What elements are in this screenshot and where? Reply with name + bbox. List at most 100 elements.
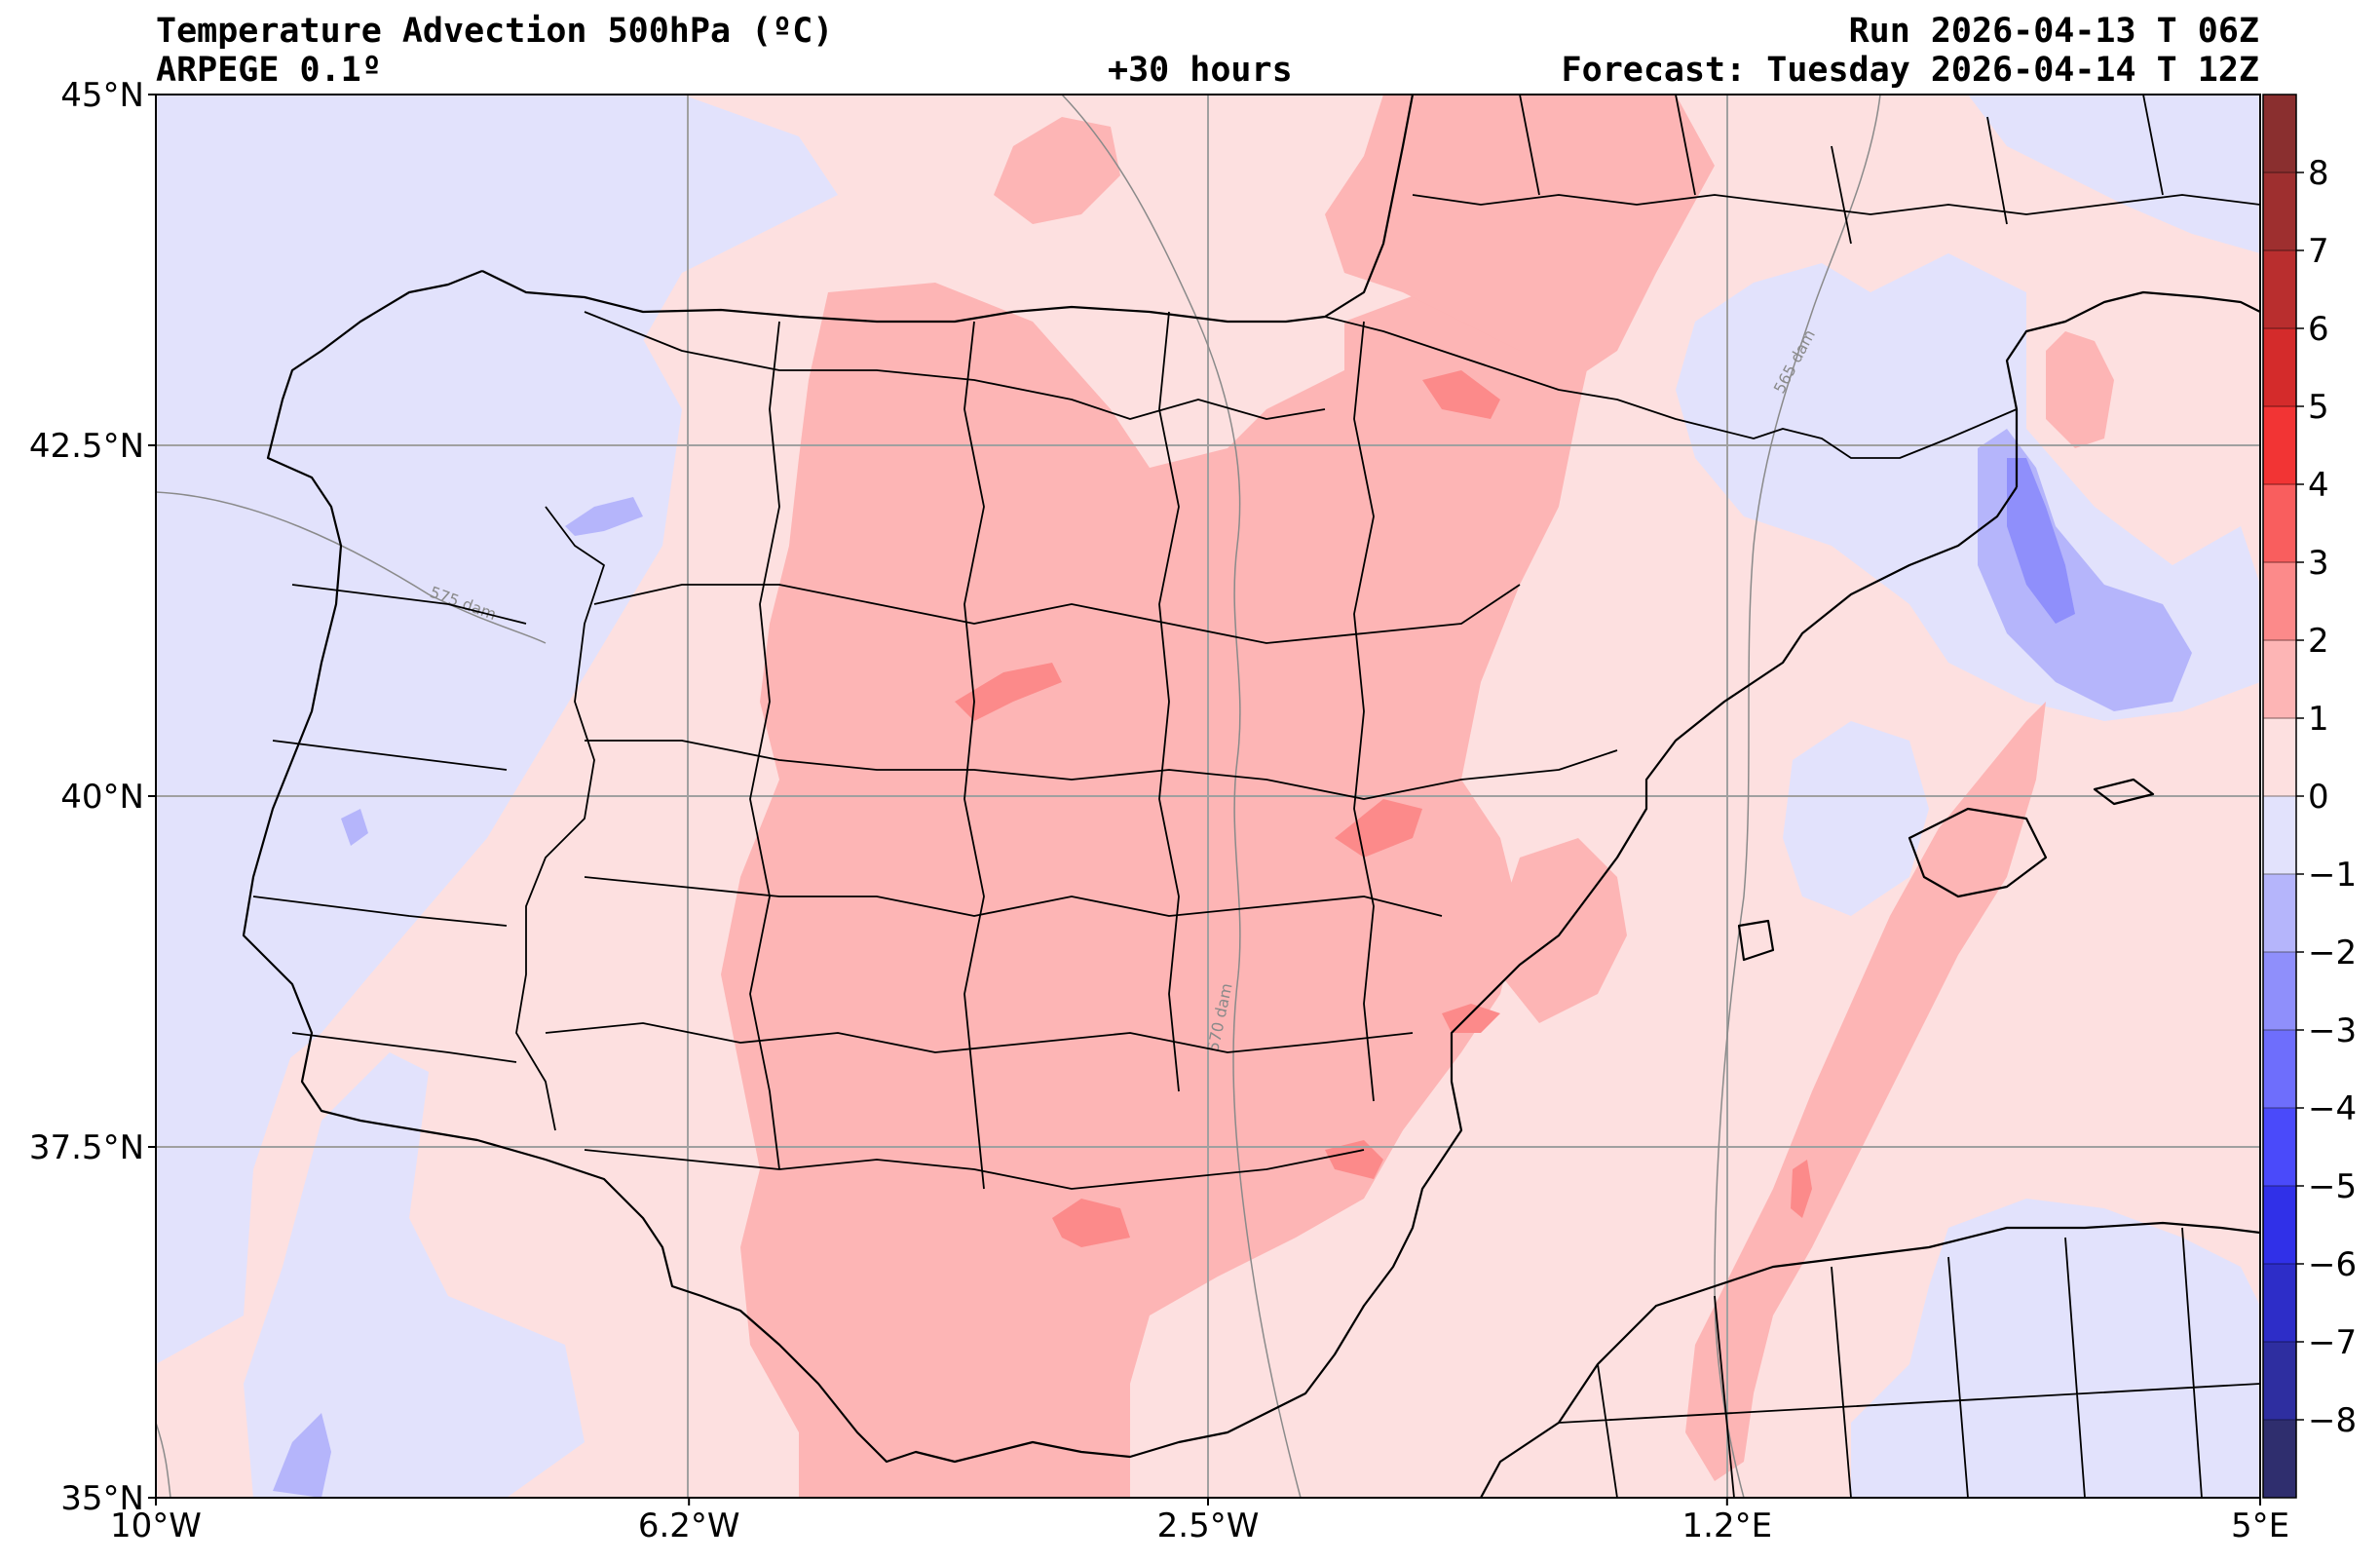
forecast-time-label: Forecast: Tuesday 2026-04-14 T 12Z [1561, 51, 2259, 90]
ibiza [1737, 919, 1775, 962]
colorbar-label: −1 [2308, 856, 2357, 895]
africa-coastline [1480, 1221, 2260, 1498]
isohypse-south-west [156, 1422, 171, 1498]
warm-advection-strong-aragon [1422, 370, 1500, 419]
colorbar-label: −6 [2308, 1245, 2357, 1284]
colorbar-label: −3 [2308, 1011, 2357, 1050]
lead-time-label: +30 hours [1108, 51, 1293, 90]
colorbar-label: 8 [2308, 154, 2329, 193]
spain-regions-5 [545, 1022, 1414, 1053]
isohypse-575 [156, 491, 547, 644]
colorbar-segment [2263, 172, 2296, 251]
colorbar-segment [2263, 1420, 2296, 1499]
spain-regions-vertical-4 [1353, 321, 1375, 1102]
colorbar-segment [2263, 328, 2296, 407]
warm-advection-northeast [1325, 95, 1715, 390]
lon-tick-label: 2.5°W [1157, 1506, 1260, 1545]
colorbar-segment [2263, 1264, 2296, 1343]
mallorca [1908, 807, 2048, 898]
lat-tick-label: 45°N [60, 76, 144, 115]
map-title: Temperature Advection 500hPa (ºC) [156, 12, 834, 51]
colorbar-label: 2 [2308, 622, 2329, 661]
colorbar-label: −2 [2308, 934, 2357, 972]
france-coast [2005, 290, 2260, 487]
cold-advection-area-algeria [1851, 1199, 2260, 1498]
colorbar-segment [2263, 1342, 2296, 1421]
colorbar-segment [2263, 1108, 2296, 1187]
spain-france-border [1324, 316, 2018, 459]
cold-advection-area-northeast [1968, 95, 2260, 253]
portugal-regions [252, 584, 527, 1063]
spain-regions-6 [584, 1149, 1365, 1190]
colorbar-label: −5 [2308, 1167, 2357, 1206]
lon-tick-label: 6.2°W [638, 1506, 740, 1545]
colorbar-label: 6 [2308, 310, 2329, 349]
warm-advection-strong-cuenca [1335, 799, 1422, 858]
colorbar-label: 5 [2308, 388, 2329, 427]
warm-advection-strong-madrid [955, 663, 1062, 721]
warm-advection-mediterranean-band [1685, 702, 2046, 1481]
warm-advection-ligurian [2046, 331, 2114, 448]
latitude-axis: 45°N 42.5°N 40°N 37.5°N 35°N [29, 76, 156, 1518]
cold-advection-area-west [156, 95, 838, 1364]
spain-regions-vertical-3 [1158, 311, 1180, 1092]
colorbar-label: 0 [2308, 778, 2329, 817]
lat-tick-label: 37.5°N [29, 1128, 144, 1167]
colorbar-segment [2263, 484, 2296, 563]
cold-advection-area-southwest [244, 1052, 585, 1498]
colorbar-label: −7 [2308, 1323, 2357, 1362]
longitude-axis: 10°W 6.2°W 2.5°W 1.2°E 5°E [110, 1498, 2289, 1545]
colorbar-segment [2263, 1030, 2296, 1109]
colorbar-segment [2263, 952, 2296, 1031]
model-label: ARPEGE 0.1º [156, 51, 382, 90]
coastlines [242, 95, 2260, 1498]
colorbar-segment [2263, 1186, 2296, 1265]
colorbar-segment [2263, 874, 2296, 953]
spain-regions-vertical-2 [963, 321, 985, 1190]
lat-tick-label: 35°N [60, 1479, 144, 1518]
menorca [2093, 778, 2155, 806]
north-africa-regions [1558, 1227, 2260, 1498]
colorbar-label: 1 [2308, 700, 2329, 739]
colorbar: 8 7 6 5 4 3 2 1 0 −1 −2 −3 −4 −5 −6 −7 −8 [2262, 94, 2357, 1499]
cold-advection-spot-galicia [565, 497, 643, 536]
colorbar-segment [2263, 250, 2296, 329]
colorbar-label: −8 [2308, 1401, 2357, 1440]
lat-tick-label: 42.5°N [29, 427, 144, 466]
colorbar-label: −4 [2308, 1089, 2357, 1128]
spain-portugal-border [515, 506, 605, 1131]
graticule [156, 95, 2260, 1498]
colorbar-label: 4 [2308, 466, 2329, 505]
cold-advection-spot-portugal [341, 809, 368, 846]
colorbar-segment [2263, 718, 2296, 797]
colorbar-label: 7 [2308, 232, 2329, 271]
lat-tick-label: 40°N [60, 778, 144, 817]
map-panel[interactable]: 575 dam 570 dam 565 dam [156, 95, 2260, 1498]
colorbar-segment [2263, 95, 2296, 173]
spain-regions-3 [585, 740, 1618, 800]
run-time-label: Run 2026-04-13 T 06Z [1848, 12, 2259, 51]
cold-advection-spot-atlantic [273, 1413, 331, 1498]
warm-advection-strong-sea [1791, 1160, 1812, 1218]
lon-tick-label: 1.2°E [1682, 1506, 1773, 1545]
france-regions [1412, 95, 2260, 245]
lon-tick-label: 5°E [2231, 1506, 2289, 1545]
lon-tick-label: 10°W [110, 1506, 202, 1545]
warm-advection-strong-granada [1052, 1199, 1130, 1247]
colorbar-segment [2263, 562, 2296, 641]
iberia-coastline [242, 269, 2018, 1464]
spain-regions-1 [584, 311, 1326, 420]
isohypse-570 [1061, 95, 1302, 1498]
spain-regions-4 [584, 876, 1443, 917]
warm-advection-strong-almeria [1325, 1140, 1383, 1179]
north-coastline [481, 95, 1415, 324]
warm-advection-bay-biscay [994, 117, 1120, 224]
country-borders [252, 95, 2260, 1498]
cold-advection-strong-gulf-lion [2007, 458, 2075, 624]
colorbar-label: 3 [2308, 544, 2329, 583]
colorbar-segment [2263, 640, 2296, 719]
colorbar-segment [2263, 796, 2296, 875]
colorbar-segment [2263, 406, 2296, 485]
cold-advection-area-balearic-sea [1783, 721, 1929, 916]
